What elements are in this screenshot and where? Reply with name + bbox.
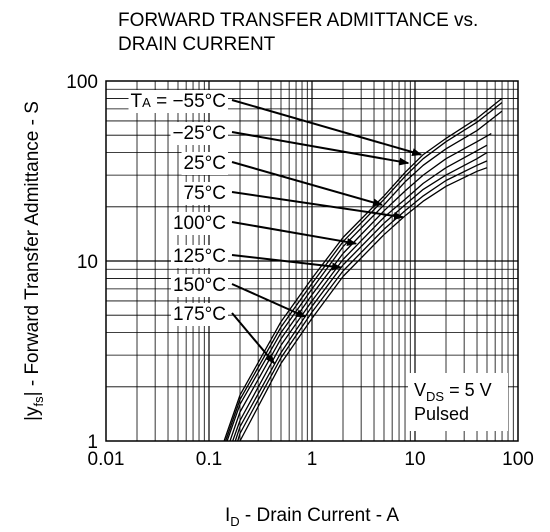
- y-tick-label: 100: [66, 72, 98, 93]
- series-label-4: 100°C: [173, 213, 226, 234]
- series-line-0: [223, 97, 503, 442]
- series-arrow-7: [231, 312, 276, 365]
- x-tick-label: 10: [404, 449, 425, 470]
- series-arrow-6: [231, 283, 307, 318]
- series-line-4: [232, 144, 488, 442]
- chart-text: FORWARD TRANSFER ADMITTANCE vs. DRAIN CUR…: [22, 10, 478, 529]
- series-label-bg-3: [181, 182, 228, 205]
- annotation-line-1: VDS = 5 V: [414, 380, 492, 404]
- series-line-7: [239, 167, 488, 442]
- series-arrow-4: [231, 221, 358, 246]
- series-line-5: [234, 152, 488, 442]
- series-arrow-3: [231, 191, 405, 220]
- ticks: 0.01 0.1 1 10 100 1 10 100: [66, 72, 534, 470]
- series-label-bg-1: [170, 122, 228, 145]
- series-label-bg-4: [170, 212, 228, 235]
- series-label-bg-0: [128, 90, 228, 113]
- series-label-bg-7: [170, 303, 228, 326]
- series-line-1: [224, 101, 503, 442]
- plot-frame: [105, 80, 519, 442]
- annotation-bg: [408, 373, 508, 431]
- series-label-1: −25°C: [172, 123, 226, 144]
- series-label-2: 25°C: [184, 153, 226, 174]
- series-label-bg-2: [181, 152, 228, 175]
- series-labels: TA = −55°C −25°C 25°C 75°C 100°C 125°C 150°C 17…: [128, 90, 228, 326]
- series-label-0: TA = −55°C: [131, 91, 226, 112]
- x-axis-label: ID - Drain Current - A: [225, 505, 399, 529]
- y-tick-label: 10: [77, 252, 98, 273]
- series-arrows: [231, 99, 423, 365]
- series-label-bg-6: [170, 274, 228, 297]
- x-tick-label: 100: [502, 449, 534, 470]
- x-tick-label: 0.1: [196, 449, 222, 470]
- series-arrow-1: [231, 131, 410, 166]
- x-tick-label: 1: [307, 449, 318, 470]
- series-label-3: 75°C: [184, 183, 226, 204]
- series-arrow-2: [231, 161, 383, 207]
- series-label-6: 150°C: [173, 275, 226, 296]
- series-arrow-5: [231, 254, 342, 271]
- series-label-5: 125°C: [173, 246, 226, 267]
- x-tick-label: 0.01: [88, 449, 125, 470]
- chart-title-line: DRAIN CURRENT: [118, 34, 276, 55]
- series-layer: [223, 97, 503, 442]
- y-axis-label: |yfs| - Forward Transfer Admittance - S: [22, 101, 46, 421]
- chart-title-line: FORWARD TRANSFER ADMITTANCE vs.: [118, 10, 478, 31]
- series-label-bg-5: [170, 245, 228, 268]
- series-line-6: [237, 160, 488, 442]
- series-label-7: 175°C: [173, 304, 226, 325]
- series-arrow-0: [231, 99, 423, 156]
- annotation-line-2: Pulsed: [414, 404, 469, 424]
- y-tick-label: 1: [87, 432, 98, 453]
